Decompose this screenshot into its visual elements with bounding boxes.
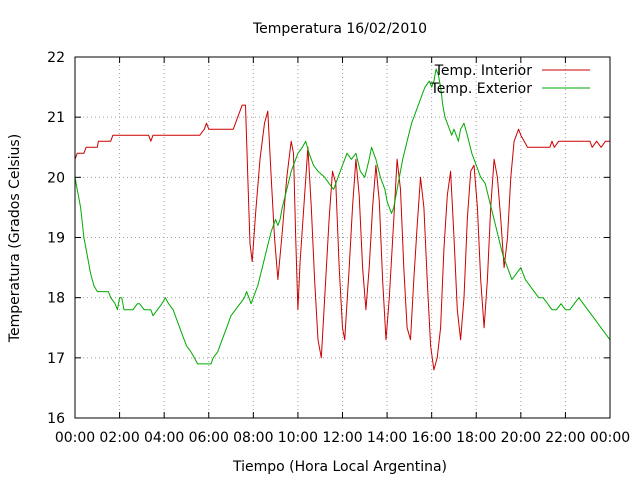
y-tick-label: 17 bbox=[47, 351, 65, 367]
plot-series bbox=[74, 68, 611, 371]
x-tick-label: 06:00 bbox=[189, 430, 229, 446]
y-tick-label: 19 bbox=[47, 231, 65, 247]
y-tick-label: 16 bbox=[47, 411, 65, 427]
x-tick-label: 00:00 bbox=[590, 430, 630, 446]
x-tick-label: 10:00 bbox=[278, 430, 318, 446]
x-tick-label: 08:00 bbox=[233, 430, 273, 446]
x-tick-label: 14:00 bbox=[367, 430, 407, 446]
x-tick-label: 20:00 bbox=[501, 430, 541, 446]
y-tick-label: 22 bbox=[47, 50, 65, 66]
x-tick-label: 22:00 bbox=[545, 430, 585, 446]
x-tick-label: 00:00 bbox=[55, 430, 95, 446]
series-line-interior bbox=[74, 104, 610, 371]
y-tick-label: 18 bbox=[47, 291, 65, 307]
x-tick-label: 04:00 bbox=[144, 430, 184, 446]
x-tick-label: 18:00 bbox=[456, 430, 496, 446]
legend-label: Temp. Exterior bbox=[430, 81, 533, 97]
legend: Temp. Interior Temp. Exterior bbox=[430, 63, 590, 97]
series-line-exterior bbox=[74, 68, 611, 365]
x-tick-label: 02:00 bbox=[99, 430, 139, 446]
x-tick-label: 12:00 bbox=[322, 430, 362, 446]
x-axis-label: Tiempo (Hora Local Argentina) bbox=[232, 459, 447, 475]
legend-label: Temp. Interior bbox=[434, 63, 533, 79]
axis-ticks: 00:00 02:00 04:00 06:00 08:00 10:00 12:00 14:00… bbox=[47, 50, 630, 446]
x-tick-label: 16:00 bbox=[411, 430, 451, 446]
grid-lines bbox=[75, 57, 610, 418]
y-axis-label: Temperatura (Grados Celsius) bbox=[7, 134, 23, 343]
y-tick-label: 21 bbox=[47, 110, 65, 126]
y-tick-label: 20 bbox=[47, 170, 65, 186]
chart-title: Temperatura 16/02/2010 bbox=[252, 21, 427, 37]
